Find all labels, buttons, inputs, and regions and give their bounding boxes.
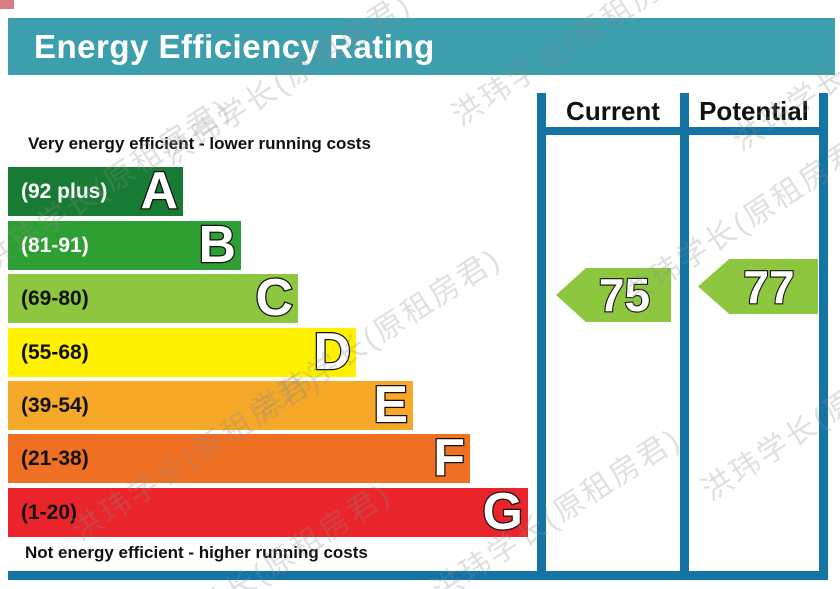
band-e-range: (39-54) [21, 393, 89, 417]
potential-rating-value: 77 [742, 260, 795, 313]
current-rating-arrow: 75 [556, 268, 671, 322]
bottom-note: Not energy efficient - higher running co… [25, 543, 368, 562]
potential-column-header: Potential [699, 96, 809, 126]
potential-rating-arrow: 77 [698, 259, 818, 314]
band-b-range: (81-91) [21, 233, 89, 257]
page-title: Energy Efficiency Rating [34, 27, 435, 65]
band-d-range: (55-68) [21, 340, 89, 364]
band-b-letter: B [197, 215, 237, 274]
band-g-letter: G [481, 482, 524, 541]
columns-mid-divider [680, 93, 689, 580]
band-e: (39-54) E [8, 375, 413, 434]
band-a-range: (92 plus) [21, 179, 108, 203]
band-c-letter: C [254, 268, 294, 327]
band-c: (69-80) C [8, 268, 298, 327]
band-g-range: (1-20) [21, 500, 78, 524]
band-f: (21-38) F [8, 428, 470, 487]
band-b: (81-91) B [8, 215, 241, 274]
top-note: Very energy efficient - lower running co… [28, 134, 371, 153]
corner-red-mark [0, 0, 14, 9]
chart-bottom-border [8, 571, 828, 580]
band-f-letter: F [432, 428, 466, 487]
column-header-underline [537, 127, 828, 135]
current-column-header: Current [566, 96, 660, 126]
band-a-letter: A [139, 161, 179, 220]
band-a: (92 plus) A [8, 161, 183, 220]
band-d-letter: D [312, 322, 352, 381]
band-g: (1-20) G [8, 482, 528, 541]
band-d: (55-68) D [8, 322, 356, 381]
watermark-text: 洪玮学长(原租房君) [696, 322, 840, 508]
current-rating-value: 75 [598, 269, 651, 321]
band-c-range: (69-80) [21, 286, 89, 310]
header-bar: Energy Efficiency Rating [8, 18, 835, 75]
band-f-range: (21-38) [21, 446, 89, 470]
band-e-letter: E [372, 375, 409, 434]
columns-left-border [537, 93, 546, 580]
columns-right-border [819, 93, 828, 580]
